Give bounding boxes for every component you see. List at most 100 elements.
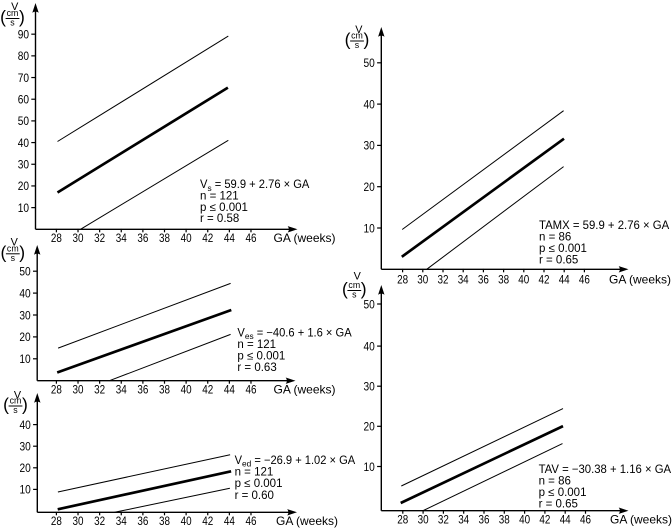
svg-text:V: V	[355, 24, 363, 36]
svg-text:n = 86: n = 86	[539, 476, 571, 488]
svg-text:50: 50	[19, 265, 31, 279]
svg-text:28: 28	[51, 382, 62, 396]
svg-text:r = 0.65: r = 0.65	[539, 255, 578, 267]
svg-text:50: 50	[18, 114, 30, 128]
svg-text:30: 30	[73, 231, 84, 245]
svg-text:s: s	[352, 290, 357, 300]
svg-text:n = 121: n = 121	[235, 467, 274, 479]
svg-text:GA (weeks): GA (weeks)	[274, 231, 336, 245]
svg-text:44: 44	[560, 512, 571, 526]
svg-text:10: 10	[20, 483, 32, 497]
svg-text:46: 46	[579, 272, 590, 286]
svg-text:10: 10	[364, 221, 376, 235]
svg-text:38: 38	[499, 512, 510, 526]
svg-text:(: (	[3, 395, 9, 415]
svg-text:s: s	[13, 405, 18, 415]
svg-text:44: 44	[224, 382, 235, 396]
svg-text:38: 38	[159, 514, 170, 528]
svg-text:(: (	[0, 7, 6, 27]
svg-text:34: 34	[116, 382, 127, 396]
svg-text:p ≤ 0.001: p ≤ 0.001	[200, 202, 248, 214]
svg-text:): )	[361, 279, 367, 299]
svg-text:38: 38	[159, 231, 170, 245]
svg-text:40: 40	[181, 382, 192, 396]
svg-text:40: 40	[19, 286, 31, 300]
svg-text:40: 40	[519, 512, 530, 526]
svg-text:32: 32	[438, 512, 449, 526]
svg-text:30: 30	[20, 440, 32, 454]
svg-text:V: V	[14, 389, 22, 401]
svg-text:42: 42	[202, 231, 213, 245]
svg-text:20: 20	[364, 180, 376, 194]
svg-text:70: 70	[18, 71, 30, 85]
svg-text:90: 90	[18, 27, 30, 41]
svg-text:n = 121: n = 121	[200, 191, 239, 203]
svg-text:44: 44	[224, 514, 235, 528]
svg-text:28: 28	[51, 514, 62, 528]
svg-text:(: (	[342, 279, 348, 299]
svg-text:V: V	[11, 1, 19, 13]
svg-text:TAV = −30.38 + 1.16 × GA: TAV = −30.38 + 1.16 × GA	[539, 464, 672, 476]
svg-text:36: 36	[479, 512, 490, 526]
svg-text:V: V	[354, 270, 362, 282]
svg-text:cm: cm	[10, 396, 22, 406]
svg-text:46: 46	[245, 514, 256, 528]
svg-text:GA (weeks): GA (weeks)	[610, 512, 672, 526]
svg-text:28: 28	[51, 231, 62, 245]
svg-text:(: (	[0, 242, 6, 262]
svg-text:Vs = 59.9 + 2.76 × GA: Vs = 59.9 + 2.76 × GA	[200, 179, 310, 193]
svg-text:GA (weeks): GA (weeks)	[609, 272, 671, 286]
svg-text:42: 42	[202, 382, 213, 396]
svg-text:60: 60	[18, 93, 30, 107]
svg-text:s: s	[10, 18, 15, 28]
svg-text:cm: cm	[7, 8, 19, 18]
svg-text:30: 30	[73, 382, 84, 396]
svg-text:40: 40	[181, 514, 192, 528]
svg-text:44: 44	[559, 272, 570, 286]
svg-text:30: 30	[418, 512, 429, 526]
svg-text:30: 30	[18, 158, 30, 172]
svg-text:40: 40	[364, 97, 376, 111]
svg-text:40: 40	[181, 231, 192, 245]
svg-text:cm: cm	[351, 31, 363, 41]
svg-text:30: 30	[364, 380, 376, 394]
svg-text:28: 28	[397, 512, 408, 526]
svg-text:46: 46	[580, 512, 591, 526]
svg-text:32: 32	[94, 382, 105, 396]
svg-text:44: 44	[224, 231, 235, 245]
svg-text:r = 0.65: r = 0.65	[539, 498, 578, 510]
svg-text:): )	[19, 242, 25, 262]
svg-text:34: 34	[458, 272, 469, 286]
svg-text:GA (weeks): GA (weeks)	[276, 514, 338, 528]
svg-text:s: s	[11, 253, 16, 263]
svg-text:p ≤ 0.001: p ≤ 0.001	[539, 243, 587, 255]
svg-text:34: 34	[458, 512, 469, 526]
svg-text:32: 32	[438, 272, 449, 286]
svg-text:10: 10	[18, 201, 30, 215]
svg-text:30: 30	[417, 272, 428, 286]
svg-text:50: 50	[364, 56, 376, 70]
svg-text:36: 36	[137, 514, 148, 528]
svg-text:n = 121: n = 121	[237, 339, 276, 351]
svg-text:p ≤ 0.001: p ≤ 0.001	[539, 487, 587, 499]
svg-text:): )	[22, 395, 28, 415]
svg-text:20: 20	[20, 461, 32, 475]
svg-text:Ved = −26.9 + 1.02 × GA: Ved = −26.9 + 1.02 × GA	[235, 455, 356, 469]
svg-text:TAMX = 59.9 + 2.76 × GA: TAMX = 59.9 + 2.76 × GA	[539, 220, 670, 232]
svg-text:40: 40	[20, 418, 32, 432]
svg-text:42: 42	[539, 272, 550, 286]
svg-text:32: 32	[94, 231, 105, 245]
svg-text:): )	[363, 30, 369, 50]
svg-text:46: 46	[245, 382, 256, 396]
svg-text:36: 36	[137, 231, 148, 245]
svg-text:40: 40	[364, 339, 376, 353]
svg-text:50: 50	[364, 297, 376, 311]
svg-text:10: 10	[364, 460, 376, 474]
svg-text:46: 46	[245, 231, 256, 245]
svg-text:80: 80	[18, 49, 30, 63]
svg-text:30: 30	[73, 514, 84, 528]
svg-text:Ves = −40.6 + 1.6 × GA: Ves = −40.6 + 1.6 × GA	[237, 328, 352, 342]
svg-text:40: 40	[518, 272, 529, 286]
svg-text:cm: cm	[7, 244, 19, 254]
svg-text:V: V	[11, 237, 19, 249]
